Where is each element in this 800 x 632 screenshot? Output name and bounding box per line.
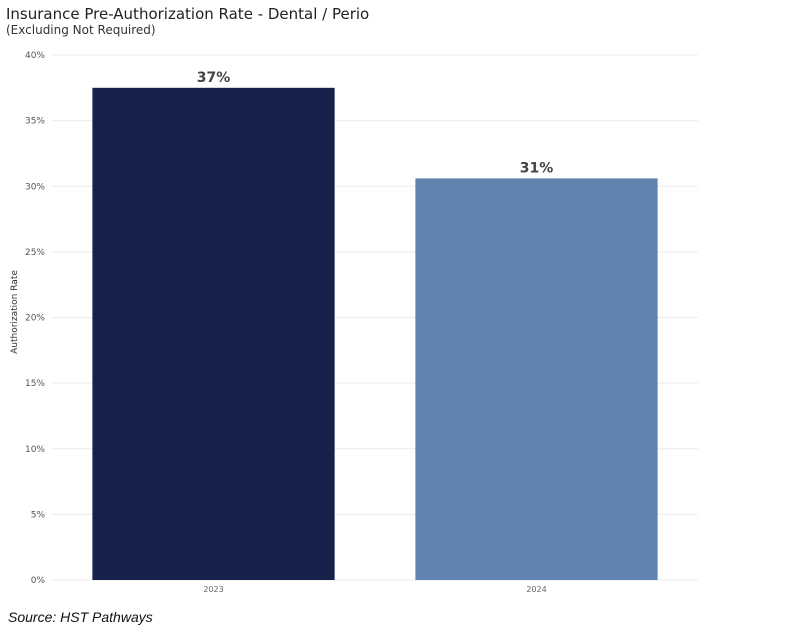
x-tick-label: 2024 <box>526 585 546 594</box>
y-tick-label: 20% <box>25 314 45 324</box>
y-tick-label: 40% <box>25 51 45 61</box>
bar-2023 <box>92 87 335 580</box>
x-tick-label: 2023 <box>203 585 223 594</box>
y-tick-label: 0% <box>31 576 46 586</box>
y-tick-label: 30% <box>25 182 45 192</box>
y-tick-label: 5% <box>31 510 46 520</box>
chart-subtitle: (Excluding Not Required) <box>6 23 156 37</box>
chart-title: Insurance Pre-Authorization Rate - Denta… <box>6 5 370 23</box>
y-tick-label: 10% <box>25 445 45 455</box>
y-tick-label: 25% <box>25 248 45 258</box>
y-tick-label: 15% <box>25 379 45 389</box>
data-label-2023: 37% <box>197 70 231 86</box>
data-label-2024: 31% <box>520 160 554 176</box>
y-axis-label: Authorization Rate <box>10 270 20 354</box>
source-note: Source: HST Pathways <box>8 609 153 625</box>
y-tick-label: 35% <box>25 117 45 127</box>
bar-2024 <box>415 178 658 580</box>
